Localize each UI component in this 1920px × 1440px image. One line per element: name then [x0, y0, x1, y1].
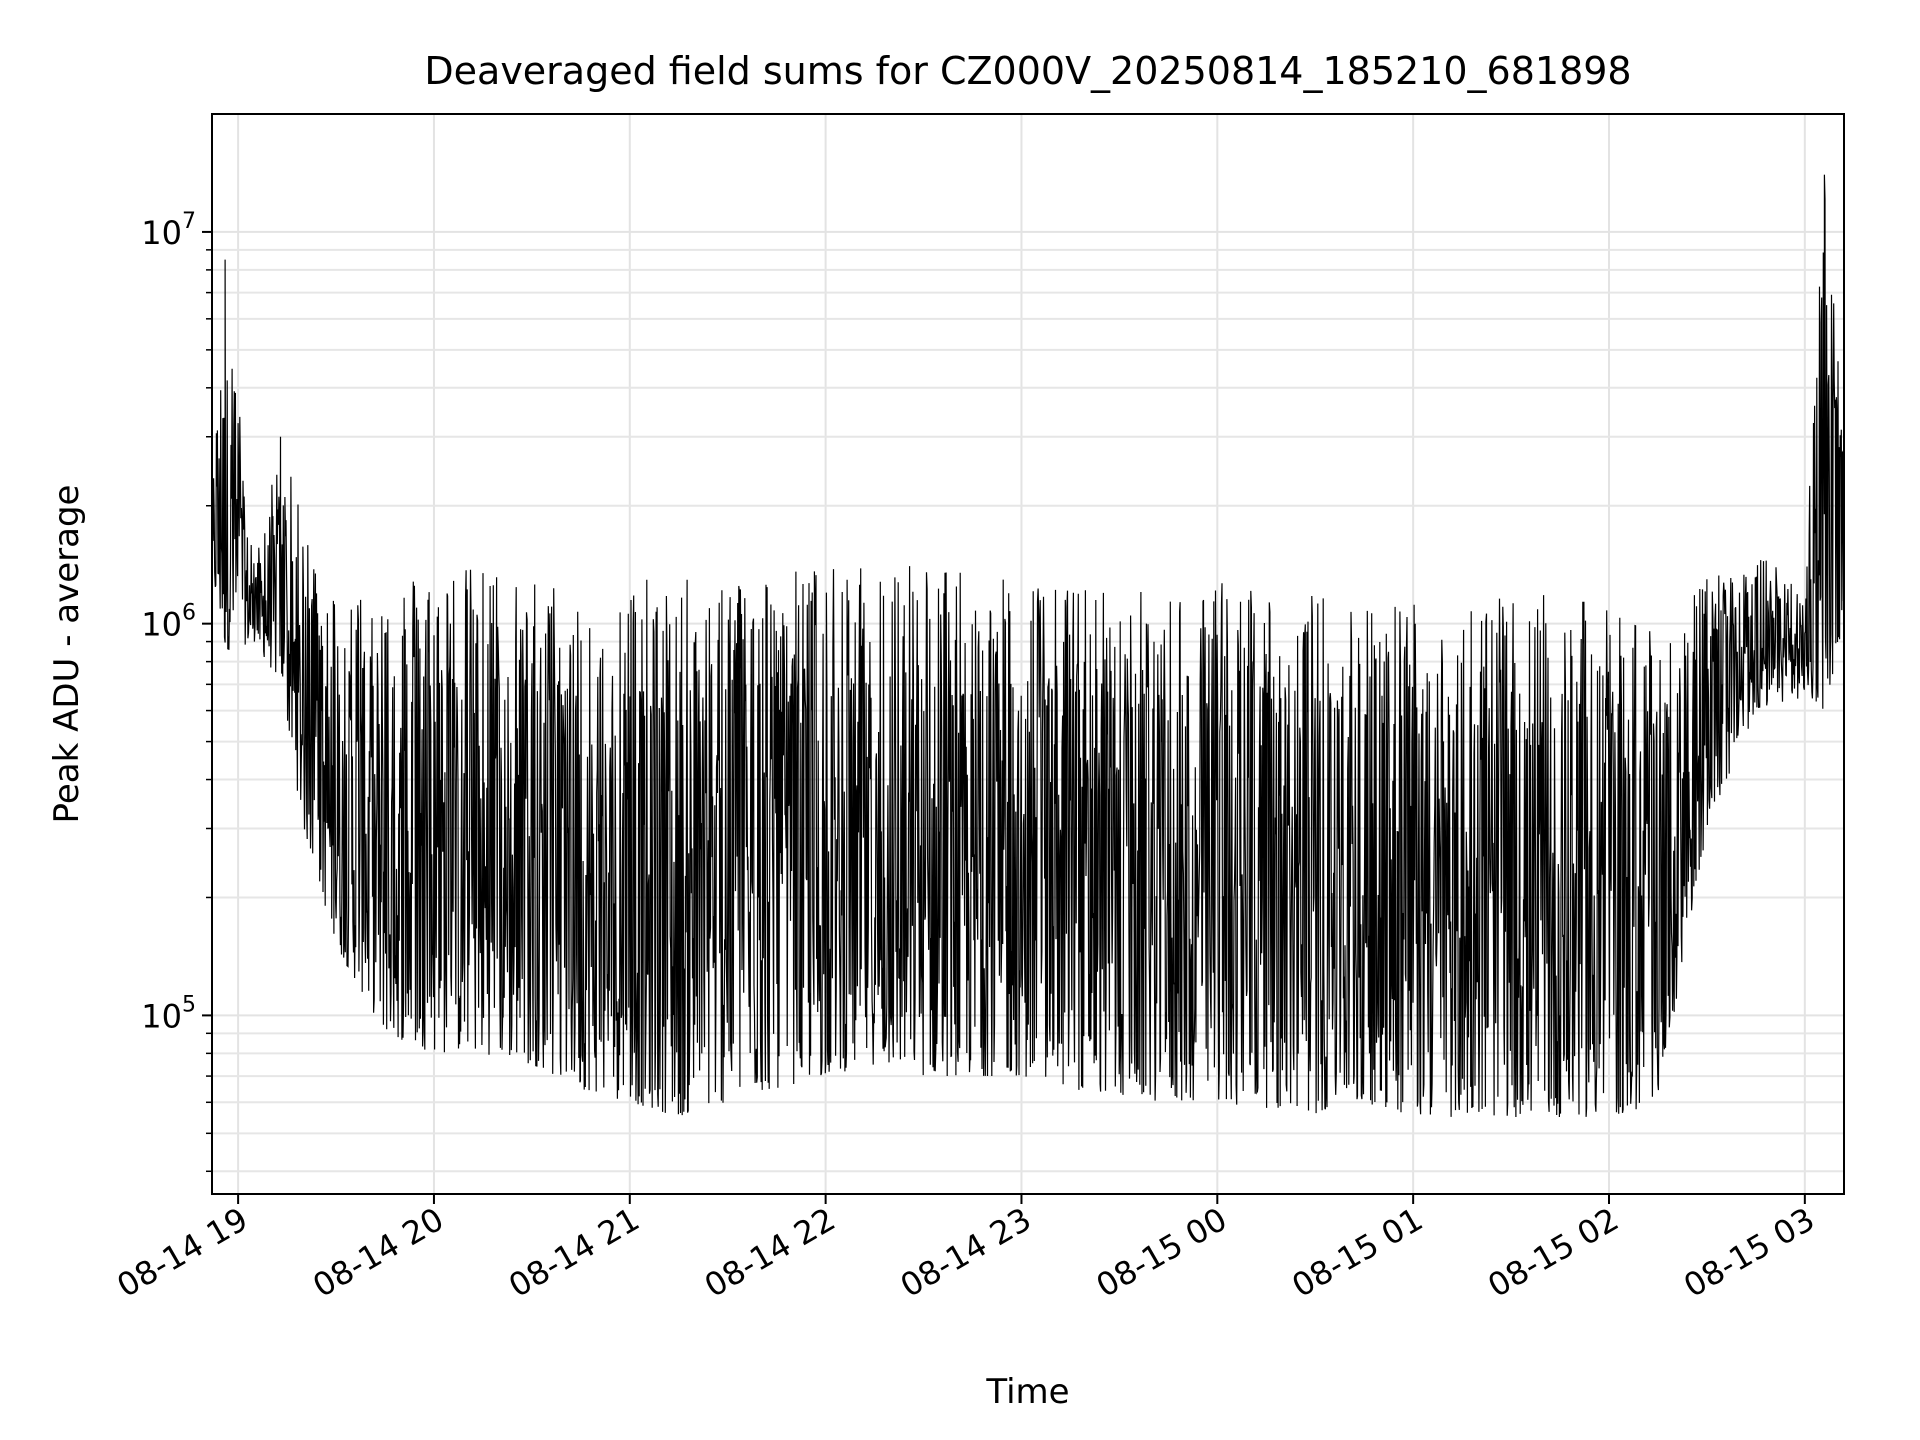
- y-tick-label: 107: [141, 209, 196, 252]
- x-axis-label: Time: [985, 1372, 1069, 1412]
- chart-title: Deaveraged field sums for CZ000V_2025081…: [424, 49, 1631, 93]
- y-tick-label: 105: [141, 992, 196, 1035]
- series-line: [211, 174, 1845, 1118]
- data-line: [211, 174, 1845, 1118]
- y-tick-label: 106: [141, 601, 196, 644]
- y-axis-label: Peak ADU - average: [47, 485, 87, 824]
- plot-frame: [211, 113, 1845, 1195]
- y-axis-ticks: 105 106 107: [141, 209, 212, 1173]
